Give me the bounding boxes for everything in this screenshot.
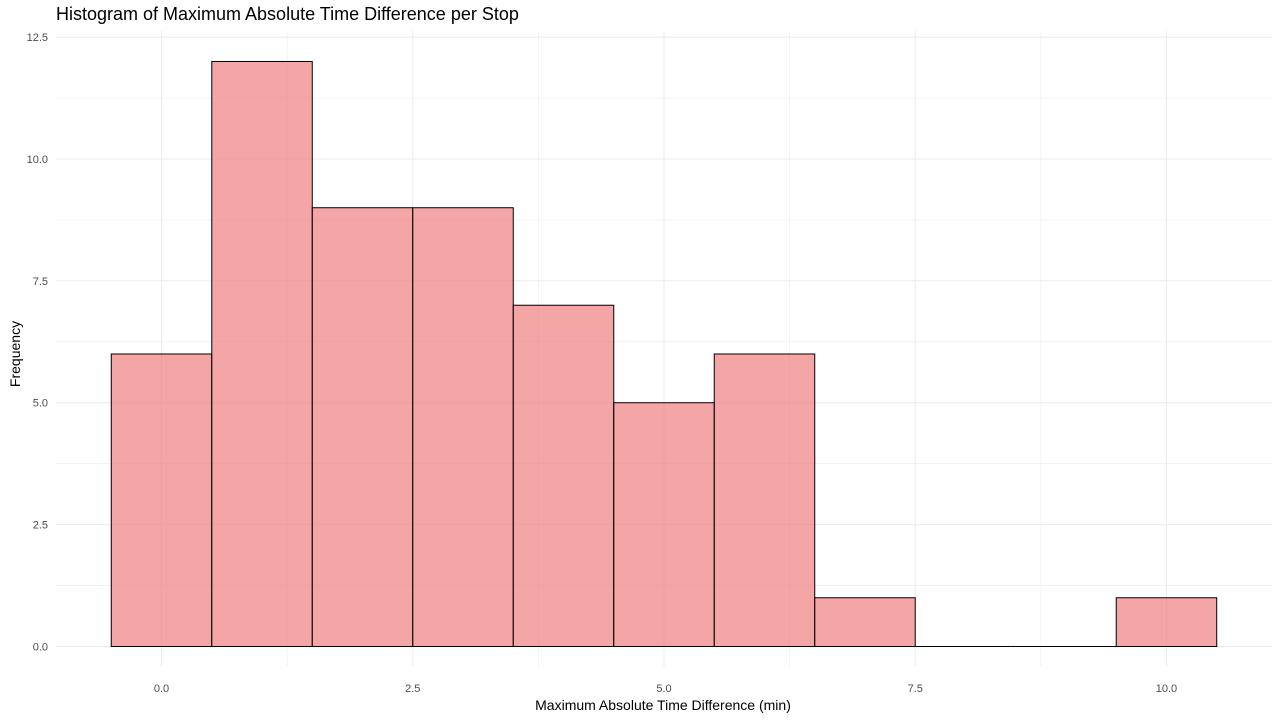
x-axis-title: Maximum Absolute Time Difference (min) bbox=[535, 697, 791, 713]
x-tick-label: 0.0 bbox=[154, 683, 169, 695]
y-tick-label: 7.5 bbox=[33, 276, 48, 288]
histogram-bar bbox=[110, 353, 213, 647]
histogram-bar bbox=[713, 353, 816, 647]
histogram-bar bbox=[512, 304, 615, 647]
x-tick-label: 2.5 bbox=[405, 683, 420, 695]
x-tick-label: 10.0 bbox=[1156, 683, 1177, 695]
y-tick-labels: 0.0 2.5 5.0 7.5 10.0 12.5 bbox=[27, 32, 48, 653]
y-tick-label: 2.5 bbox=[33, 520, 48, 532]
y-tick-label: 0.0 bbox=[33, 641, 48, 653]
histogram-bar bbox=[311, 207, 414, 647]
histogram-bar bbox=[814, 597, 916, 647]
y-axis-title: Frequency bbox=[7, 321, 23, 387]
x-tick-label: 7.5 bbox=[908, 683, 923, 695]
x-tick-labels: 0.0 2.5 5.0 7.5 10.0 bbox=[154, 683, 1177, 695]
histogram-bar bbox=[211, 60, 313, 647]
bars bbox=[110, 60, 1218, 647]
chart-title: Histogram of Maximum Absolute Time Diffe… bbox=[56, 4, 519, 24]
histogram-bar bbox=[1115, 597, 1218, 647]
histogram-bar bbox=[412, 207, 514, 647]
y-tick-label: 5.0 bbox=[33, 398, 48, 410]
y-tick-label: 10.0 bbox=[27, 154, 48, 166]
histogram-bar bbox=[613, 402, 715, 647]
y-tick-label: 12.5 bbox=[27, 32, 48, 44]
x-tick-label: 5.0 bbox=[656, 683, 671, 695]
